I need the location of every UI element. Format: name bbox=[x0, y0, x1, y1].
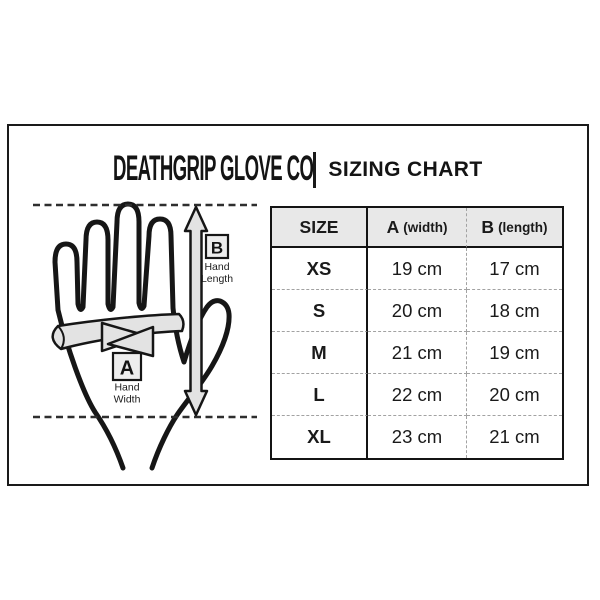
page-title: SIZING CHART bbox=[328, 158, 483, 181]
band-left-curl bbox=[57, 325, 65, 350]
width-cell-s: 20 cm bbox=[368, 290, 467, 332]
title-divider bbox=[313, 152, 317, 188]
brand-logo: DEATHGRIP GLOVE CO bbox=[113, 147, 314, 189]
label-b: B bbox=[211, 239, 223, 258]
width-cell-xl: 23 cm bbox=[368, 416, 467, 458]
header-a-letter: A bbox=[386, 216, 400, 237]
hand-length-arrow bbox=[183, 205, 209, 417]
header-b-qualifier: (length) bbox=[498, 219, 548, 235]
label-b-box bbox=[204, 233, 230, 260]
size-cell-m: M bbox=[272, 332, 368, 374]
brand-logo-wrap: DEATHGRIP GLOVE CO bbox=[113, 148, 314, 188]
band-arrow-left bbox=[106, 325, 155, 358]
label-a-box bbox=[111, 351, 143, 382]
label-b-caption-line1: Hand bbox=[204, 261, 229, 273]
size-cell-s: S bbox=[272, 290, 368, 332]
size-cell-xl: XL bbox=[272, 416, 368, 458]
label-b-caption-line2: Length bbox=[201, 273, 233, 285]
width-cell-l: 22 cm bbox=[368, 374, 467, 416]
label-a: A bbox=[120, 358, 134, 380]
header-b-letter: B bbox=[481, 216, 495, 237]
header-b-length: B (length) bbox=[467, 208, 562, 248]
header-size: SIZE bbox=[272, 208, 368, 248]
width-cell-xs: 19 cm bbox=[368, 248, 467, 290]
length-cell-m: 19 cm bbox=[467, 332, 562, 374]
size-cell-xs: XS bbox=[272, 248, 368, 290]
size-cell-l: L bbox=[272, 374, 368, 416]
length-cell-xs: 17 cm bbox=[467, 248, 562, 290]
length-cell-l: 20 cm bbox=[467, 374, 562, 416]
length-cell-xl: 21 cm bbox=[489, 426, 540, 447]
header-a-qualifier: (width) bbox=[403, 219, 448, 235]
label-a-caption-line2: Width bbox=[114, 394, 141, 406]
width-cell-m: 21 cm bbox=[368, 332, 467, 374]
header-a-width: A (width) bbox=[368, 208, 467, 248]
length-cell-s: 18 cm bbox=[467, 290, 562, 332]
title-row: DEATHGRIP GLOVE CO SIZING CHART bbox=[7, 148, 589, 190]
label-a-caption-line1: Hand bbox=[114, 382, 139, 394]
sizing-table: SIZE A (width) B (length) XS 19 cm 17 cm… bbox=[270, 206, 564, 460]
